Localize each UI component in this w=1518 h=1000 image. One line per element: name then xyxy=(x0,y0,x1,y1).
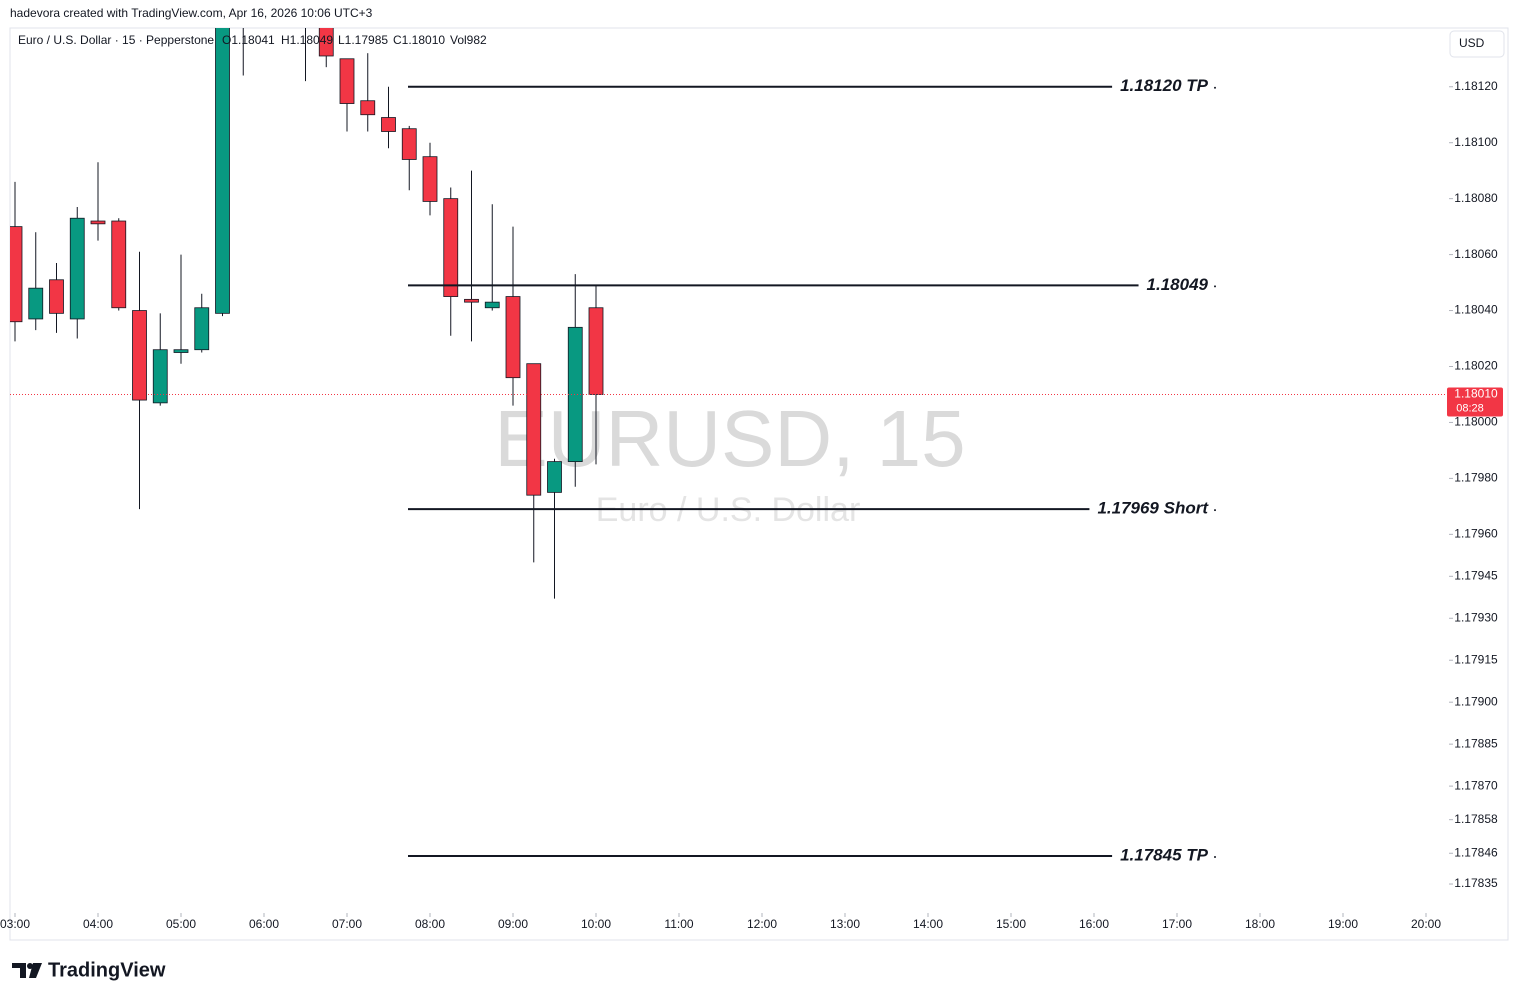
y-tick-label: 1.17900 xyxy=(1454,694,1498,708)
x-tick-label: 13:00 xyxy=(830,917,860,931)
annotation-label: 1.18049 xyxy=(1147,275,1209,294)
candle-body xyxy=(422,156,438,202)
x-tick-label: 10:00 xyxy=(581,917,611,931)
candle-body xyxy=(28,287,44,320)
y-tick-label: 1.17980 xyxy=(1454,471,1498,485)
candle-body xyxy=(173,349,189,353)
currency-button[interactable] xyxy=(1449,30,1505,58)
y-tick-label: 1.17858 xyxy=(1454,812,1498,826)
brand-logo xyxy=(12,963,42,978)
x-tick-label: 18:00 xyxy=(1245,917,1275,931)
candle-body xyxy=(152,349,168,404)
watermark-ticker: EURUSD, 15 xyxy=(494,394,965,483)
y-tick-label: 1.18080 xyxy=(1454,191,1498,205)
candle-body xyxy=(588,307,604,395)
legend-symbol: Euro / U.S. Dollar · 15 · Pepperstone xyxy=(18,33,214,47)
y-tick-label: 1.17835 xyxy=(1454,876,1498,890)
candle-body xyxy=(90,220,106,225)
candles xyxy=(10,28,604,599)
legend-open: O1.18041 xyxy=(222,33,275,47)
candle-body xyxy=(360,100,376,116)
last-price-label: 1.18010 xyxy=(1454,387,1498,401)
currency-label[interactable]: USD xyxy=(1459,36,1485,50)
legend-close: C1.18010 xyxy=(393,33,445,47)
candle-body xyxy=(547,461,562,493)
x-tick-label: 15:00 xyxy=(996,917,1026,931)
y-tick-label: 1.17885 xyxy=(1454,736,1498,750)
y-tick-label: 1.17930 xyxy=(1454,610,1498,624)
legend-volume: Vol982 xyxy=(450,33,487,47)
x-tick-label: 09:00 xyxy=(498,917,528,931)
x-tick-label: 17:00 xyxy=(1162,917,1192,931)
y-tick-label: 1.18100 xyxy=(1454,135,1498,149)
credit: hadevora created with TradingView.com, A… xyxy=(10,6,373,20)
y-tick-label: 1.18120 xyxy=(1454,79,1498,93)
x-tick-label: 20:00 xyxy=(1411,917,1441,931)
candle-body xyxy=(49,279,64,314)
legend-high: H1.18049 xyxy=(281,33,333,47)
candle-body xyxy=(381,117,396,132)
y-tick-label: 1.17915 xyxy=(1454,652,1498,666)
y-tick-label: 1.18020 xyxy=(1454,359,1498,373)
annotation-end xyxy=(1214,509,1216,512)
annotation-end xyxy=(1214,856,1216,859)
annotation-label: 1.17845 TP xyxy=(1120,846,1209,865)
candle-body xyxy=(505,296,521,379)
brand-name: TradingView xyxy=(48,959,166,981)
y-tick-label: 1.18060 xyxy=(1454,247,1498,261)
last-price-tag xyxy=(1447,387,1503,417)
x-tick-label: 07:00 xyxy=(332,917,362,931)
candle-body xyxy=(132,310,147,401)
annotation-label: 1.17969 Short xyxy=(1097,499,1209,518)
candle-body xyxy=(318,28,334,57)
x-tick-label: 12:00 xyxy=(747,917,777,931)
legend-low: L1.17985 xyxy=(338,33,388,47)
y-tick-label: 1.18040 xyxy=(1454,303,1498,317)
x-tick-label: 19:00 xyxy=(1328,917,1358,931)
annotation-end xyxy=(1214,86,1216,89)
y-tick-label: 1.17870 xyxy=(1454,778,1498,792)
x-tick-label: 14:00 xyxy=(913,917,943,931)
x-tick-label: 03:00 xyxy=(0,917,30,931)
candle-body xyxy=(111,220,127,309)
candle-body xyxy=(443,198,459,297)
x-tick-label: 16:00 xyxy=(1079,917,1109,931)
candle-body xyxy=(339,58,355,104)
candle-body xyxy=(69,217,85,320)
x-tick-label: 05:00 xyxy=(166,917,196,931)
annotation-label: 1.18120 TP xyxy=(1120,76,1209,95)
candle-body xyxy=(464,298,479,303)
y-tick-label: 1.17960 xyxy=(1454,527,1498,541)
candle-body xyxy=(10,226,23,323)
candle-body xyxy=(401,128,417,160)
y-tick-label: 1.17846 xyxy=(1454,845,1498,859)
y-tick-label: 1.17945 xyxy=(1454,568,1498,582)
candle-body xyxy=(215,28,230,314)
candle-body xyxy=(194,307,210,351)
candle-body xyxy=(484,301,500,309)
x-tick-label: 04:00 xyxy=(83,917,113,931)
x-tick-label: 11:00 xyxy=(664,917,693,931)
last-price-countdown: 08:28 xyxy=(1456,402,1484,414)
chart-frame xyxy=(9,27,1509,941)
x-tick-label: 06:00 xyxy=(249,917,279,931)
annotation-end xyxy=(1214,285,1216,288)
y-tick-label: 1.18000 xyxy=(1454,415,1498,429)
x-tick-label: 08:00 xyxy=(415,917,445,931)
candle-body xyxy=(526,363,542,496)
